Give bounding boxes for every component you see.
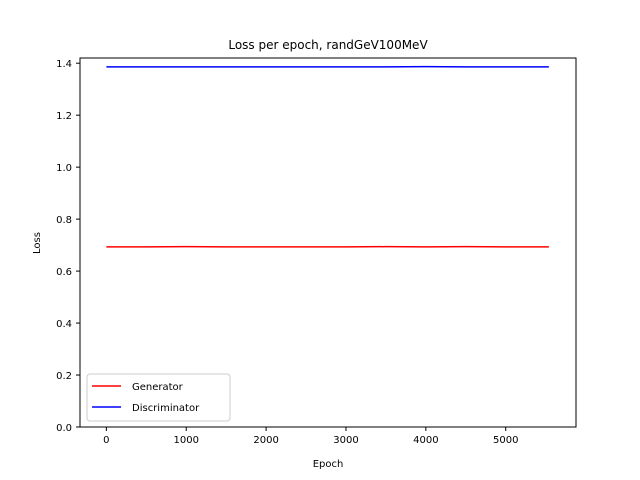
x-tick-label: 5000 bbox=[493, 435, 518, 446]
y-tick-label: 0.8 bbox=[56, 215, 72, 226]
y-tick-label: 0.2 bbox=[56, 371, 72, 382]
y-tick-label: 1.4 bbox=[56, 59, 72, 70]
legend-label-generator: Generator bbox=[132, 382, 184, 393]
plot-lines bbox=[106, 65, 549, 248]
plot-frame bbox=[79, 57, 577, 428]
legend: Generator Discriminator bbox=[86, 373, 231, 422]
x-axis-label: Epoch bbox=[313, 459, 344, 470]
x-tick-label: 2000 bbox=[253, 435, 278, 446]
y-tick-label: 0.4 bbox=[56, 319, 72, 330]
y-tick-label: 1.2 bbox=[56, 111, 72, 122]
x-tick-label: 3000 bbox=[333, 435, 358, 446]
y-tick-label: 1.0 bbox=[56, 163, 72, 174]
y-axis: 0.0 0.2 0.4 0.6 0.8 1.0 1.2 1.4 bbox=[56, 59, 80, 434]
y-tick-label: 0.6 bbox=[56, 267, 72, 278]
y-axis-label: Loss bbox=[32, 232, 43, 254]
legend-label-discriminator: Discriminator bbox=[132, 403, 200, 414]
x-tick-label: 1000 bbox=[174, 435, 199, 446]
legend-box bbox=[86, 373, 231, 422]
x-tick-label: 0 bbox=[103, 435, 109, 446]
chart-title: Loss per epoch, randGeV100MeV bbox=[228, 38, 428, 52]
x-tick-label: 4000 bbox=[413, 435, 438, 446]
y-tick-label: 0.0 bbox=[56, 423, 72, 434]
x-axis: 0 1000 2000 3000 4000 5000 bbox=[103, 427, 518, 446]
